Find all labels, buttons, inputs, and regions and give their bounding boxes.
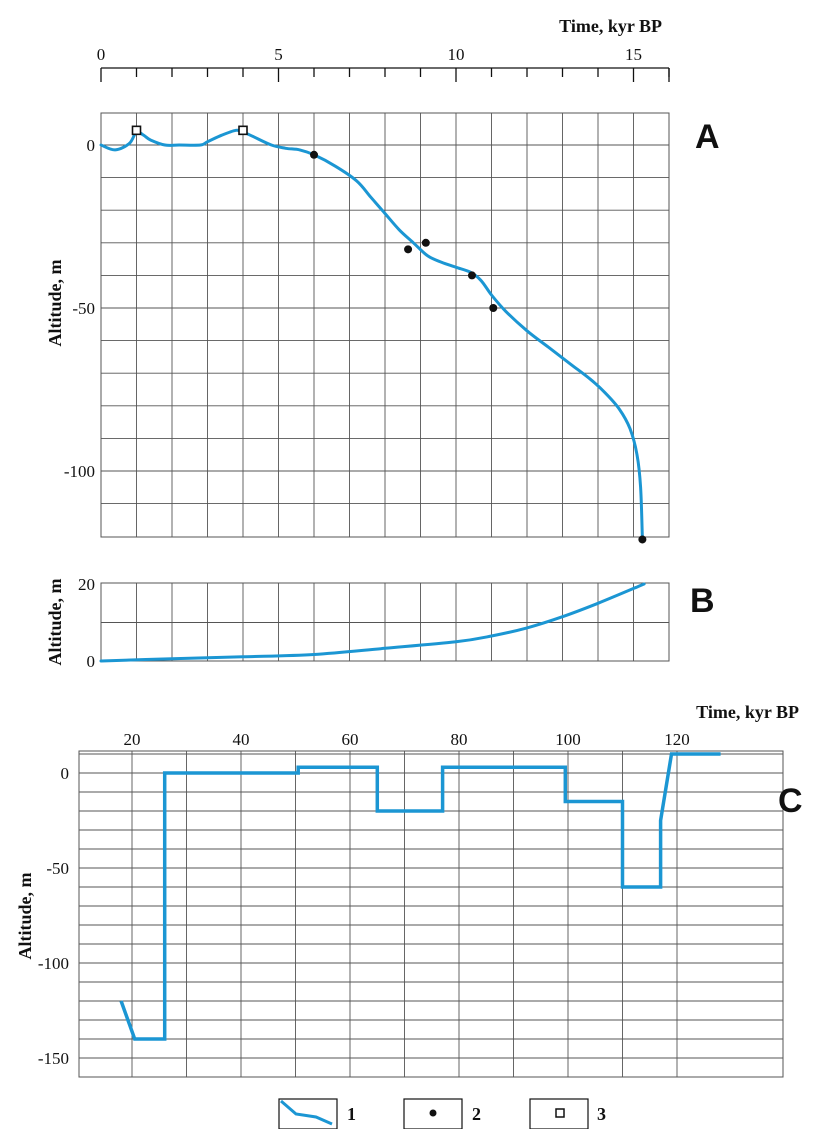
panel-a-dot-marker (638, 535, 647, 544)
panel-a-dated-points (310, 150, 647, 544)
panel-a-y-axis-title: Altitude, m (45, 260, 65, 347)
panel-a-square-marker (131, 125, 142, 136)
panel-a-grid (100, 112, 670, 538)
legend-label-1: 1 (347, 1104, 356, 1124)
panel-a-y-tick-label: -100 (64, 462, 95, 481)
top-axis-tick-label: 5 (274, 45, 283, 64)
legend-swatch-curve-box (278, 1098, 338, 1129)
legend: 1 2 3 (278, 1098, 606, 1129)
panel-c-y-tick-label: -150 (38, 1049, 69, 1068)
panel-c-x-tick-label: 120 (664, 730, 690, 749)
top-axis-tick-label: 0 (97, 45, 106, 64)
panel-c-x-tick-label: 100 (555, 730, 581, 749)
panel-a-y-tick-labels: 0 -50 -100 (64, 136, 95, 481)
panel-b-y-axis-title: Altitude, m (45, 579, 65, 666)
legend-item-square: 3 (529, 1098, 606, 1129)
panel-a-dot-marker (404, 245, 413, 254)
top-axis-tick-label: 10 (448, 45, 465, 64)
panel-a-sea-level-curve (99, 128, 644, 541)
panel-c-curve (119, 752, 721, 1041)
panel-c-y-tick-label: -50 (46, 859, 69, 878)
panel-c-frame (78, 750, 784, 1078)
panel-c-y-tick-label: 0 (61, 764, 70, 783)
panel-a-dot-marker (489, 304, 498, 312)
panel-c-y-tick-labels: 0 -50 -100 -150 (38, 764, 69, 1068)
panel-c-x-axis-title: Time, kyr BP (696, 702, 799, 722)
panel-c: Time, kyr BP 20 40 60 80 100 120 0 -50 -100 -150… (15, 702, 803, 1078)
panel-b-y-tick-labels: 0 20 (78, 575, 95, 671)
panel-b: 0 20 Altitude, m B (45, 575, 715, 671)
panel-c-y-tick-label: -100 (38, 954, 69, 973)
panel-c-x-tick-label: 60 (342, 730, 359, 749)
panel-b-y-tick-label: 20 (78, 575, 95, 594)
panel-b-letter: B (690, 582, 715, 620)
panel-a-open-square-markers (131, 125, 248, 136)
panel-a-y-tick-label: -50 (72, 299, 95, 318)
panel-c-y-axis-title: Altitude, m (15, 873, 35, 960)
panel-b-y-tick-label: 0 (87, 652, 96, 671)
panel-c-x-tick-label: 40 (233, 730, 250, 749)
panel-a-dot-marker (310, 150, 318, 159)
panel-a-x-axis-title: Time, kyr BP (559, 16, 662, 36)
panel-c-x-tick-label: 20 (124, 730, 141, 749)
legend-curve-icon (280, 1099, 333, 1126)
legend-item-curve: 1 (278, 1098, 356, 1129)
panel-b-curve (99, 582, 646, 663)
panel-a-letter: A (695, 118, 720, 156)
panel-c-letter: C (778, 782, 803, 820)
panel-a-y-tick-label: 0 (87, 136, 96, 155)
legend-open-square-icon (555, 1108, 565, 1118)
legend-label-3: 3 (597, 1104, 606, 1124)
panel-a-square-marker (238, 125, 248, 136)
panel-a: 0 5 10 15 Time, kyr BP 0 -50 -100 Altitude, m… (45, 16, 720, 544)
legend-item-dot: 2 (403, 1098, 481, 1129)
panel-a-top-time-axis: 0 5 10 15 (97, 45, 670, 82)
legend-label-2: 2 (472, 1104, 481, 1124)
panel-c-x-tick-labels: 20 40 60 80 100 120 (124, 730, 690, 749)
panel-a-dot-marker (467, 271, 476, 280)
panel-c-x-tick-label: 80 (451, 730, 468, 749)
panel-b-grid (100, 582, 670, 662)
panel-c-grid (78, 750, 784, 1078)
panel-a-dot-marker (421, 238, 430, 247)
legend-dot-icon (429, 1109, 437, 1117)
top-axis-tick-label: 15 (625, 45, 642, 64)
